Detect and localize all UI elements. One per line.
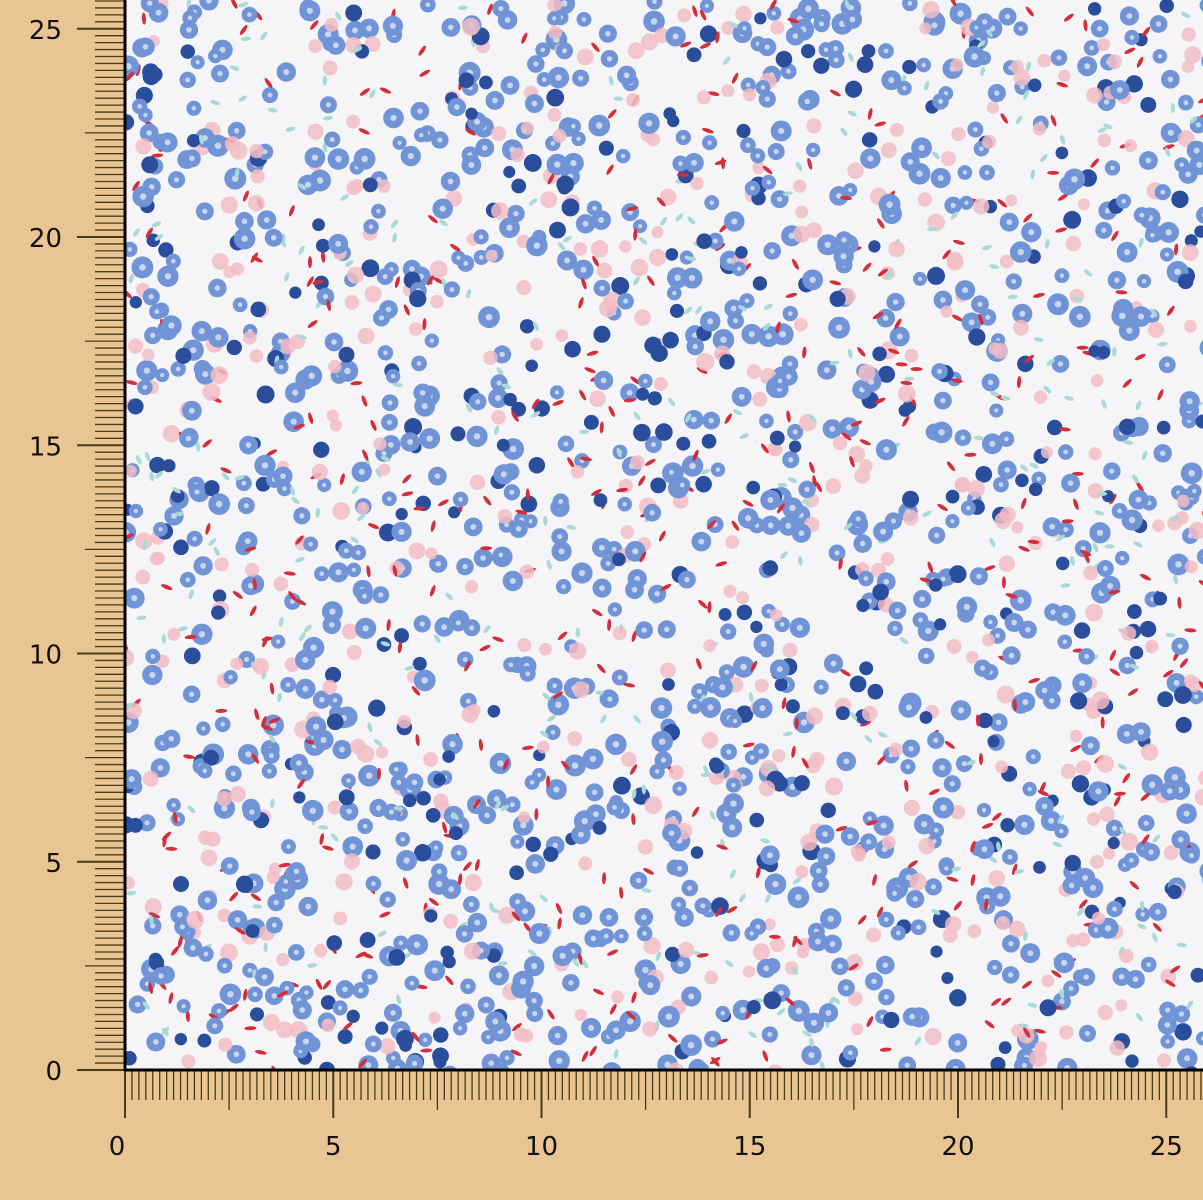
x-ruler-label: 25: [1150, 1132, 1183, 1162]
y-ruler-label: 10: [29, 641, 62, 671]
floral-print: [125, 0, 1203, 1070]
x-ruler-label: 10: [525, 1132, 558, 1162]
y-ruler-label: 25: [29, 16, 62, 46]
x-ruler-label: 20: [941, 1132, 974, 1162]
y-ruler-label: 15: [29, 432, 62, 462]
y-ruler: [77, 0, 125, 1071]
x-ruler-label: 5: [325, 1132, 342, 1162]
y-ruler-label: 0: [45, 1057, 62, 1087]
y-ruler-label: 5: [45, 849, 62, 879]
y-ruler-label: 20: [29, 224, 62, 254]
x-ruler-label: 0: [109, 1132, 126, 1162]
x-ruler: [124, 1070, 1202, 1118]
x-ruler-label: 15: [733, 1132, 766, 1162]
